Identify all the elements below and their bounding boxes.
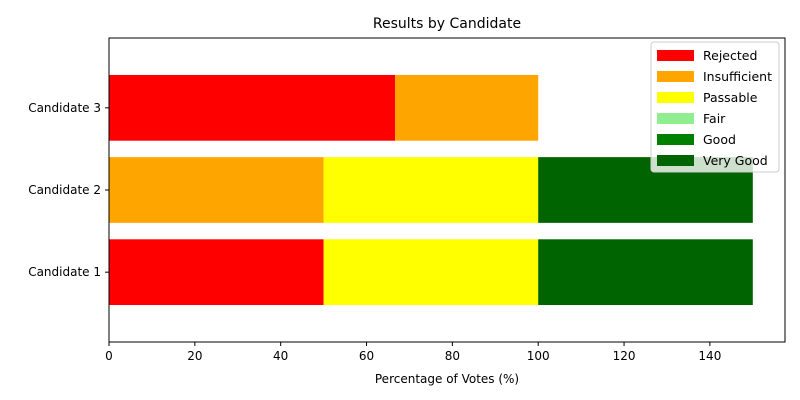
- x-tick-label: 20: [187, 349, 202, 363]
- legend-swatch-insufficient: [657, 71, 694, 82]
- y-tick-label: Candidate 2: [28, 183, 101, 197]
- bars-group: [109, 74, 753, 306]
- legend-swatch-very-good: [657, 155, 694, 166]
- legend-swatch-passable: [657, 92, 694, 103]
- legend-label-very-good: Very Good: [703, 153, 768, 168]
- x-tick-label: 140: [698, 349, 721, 363]
- legend-label-fair: Fair: [703, 111, 726, 126]
- bar-candidate-1-rejected: [109, 239, 324, 306]
- bar-candidate-3-insufficient: [395, 74, 539, 141]
- x-axis: 0 20 40 60 80 100 120 140: [105, 342, 721, 363]
- x-tick-label: 100: [527, 349, 550, 363]
- x-axis-label: Percentage of Votes (%): [375, 372, 519, 386]
- chart-title: Results by Candidate: [373, 16, 521, 32]
- legend-swatch-rejected: [657, 50, 694, 61]
- legend-swatch-good: [657, 134, 694, 145]
- bar-candidate-1-passable: [323, 239, 539, 306]
- legend-label-passable: Passable: [703, 90, 758, 105]
- bar-candidate-2-passable: [323, 157, 539, 223]
- x-tick-label: 120: [613, 349, 636, 363]
- x-tick-label: 40: [273, 349, 288, 363]
- x-tick-label: 80: [445, 349, 460, 363]
- y-tick-label: Candidate 1: [28, 265, 101, 279]
- legend-label-insufficient: Insufficient: [703, 69, 772, 84]
- bar-candidate-2-insufficient: [109, 157, 324, 223]
- legend: Rejected Insufficient Passable Fair Good Very…: [650, 41, 780, 173]
- legend-label-rejected: Rejected: [703, 48, 757, 63]
- bar-candidate-3-rejected: [109, 74, 396, 141]
- legend-swatch-fair: [657, 113, 694, 124]
- x-tick-label: 60: [359, 349, 374, 363]
- y-axis: Candidate 1 Candidate 2 Candidate 3: [28, 101, 109, 279]
- y-tick-label: Candidate 3: [28, 101, 101, 115]
- bar-candidate-1-very-good: [538, 239, 753, 306]
- legend-label-good: Good: [703, 132, 736, 147]
- x-tick-label: 0: [105, 349, 113, 363]
